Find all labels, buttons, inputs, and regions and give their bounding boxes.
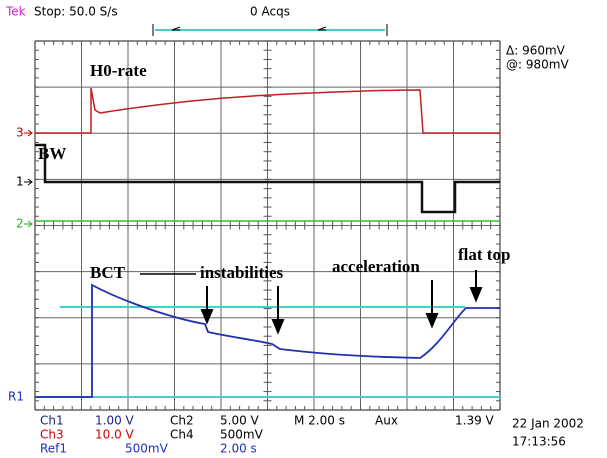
cursor-delta: Δ: 960mV <box>506 44 566 58</box>
ch1-marker: 1 <box>16 175 24 189</box>
brand: Tek <box>5 5 26 19</box>
ch2-marker: 2 <box>16 217 24 231</box>
ch1-arrow <box>24 178 33 186</box>
readout-value: 5.00 V <box>220 414 260 428</box>
readout-label: Ch4 <box>170 428 194 442</box>
readout-label: Aux <box>375 414 398 428</box>
time: 17:13:56 <box>512 435 566 449</box>
readout-label: Ch2 <box>170 414 194 428</box>
graticule <box>34 40 501 411</box>
ref1-trace <box>35 283 500 398</box>
readout-value: 2.00 s <box>220 442 257 456</box>
ch1-trace <box>35 143 500 214</box>
annotation: acceleration <box>332 257 420 276</box>
readout-label: Ref1 <box>40 442 67 456</box>
annotation: flat top <box>458 245 510 264</box>
traces <box>35 87 500 398</box>
annotation: H0-rate <box>90 61 147 80</box>
ch3-trace <box>35 87 500 134</box>
readout-label: Ch3 <box>40 428 64 442</box>
readout: Ch1 1.00 V Ch2 5.00 V M 2.00 s Aux 1.39 … <box>40 414 584 456</box>
annotation: instabilities <box>200 263 284 282</box>
arrows <box>200 270 483 335</box>
annotation: BCT <box>90 263 126 282</box>
date: 22 Jan 2002 <box>512 417 584 431</box>
readout-timebase: M 2.00 s <box>294 414 345 428</box>
status: Stop: 50.0 S/s <box>34 5 118 19</box>
ch3-arrow <box>24 129 33 137</box>
annotation: BW <box>38 144 66 163</box>
readout-value: 1.39 V <box>455 414 495 428</box>
cursor-at: @: 980mV <box>506 58 569 72</box>
ch3-marker: 3 <box>16 126 24 140</box>
readout-value: 500mV <box>125 442 169 456</box>
readout-value: 1.00 V <box>95 414 135 428</box>
acq-count: 0 Acqs <box>250 5 290 19</box>
ref1-marker: R1 <box>8 390 24 404</box>
readout-value: 500mV <box>220 428 264 442</box>
readout-label: Ch1 <box>40 414 64 428</box>
ch2-arrow <box>24 220 33 228</box>
readout-value: 10.0 V <box>95 428 135 442</box>
record-bar <box>152 24 388 36</box>
